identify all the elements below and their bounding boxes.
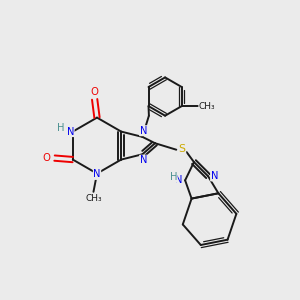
Text: N: N (140, 126, 147, 136)
Text: N: N (93, 169, 101, 179)
Text: S: S (179, 144, 186, 154)
Text: N: N (140, 155, 147, 165)
Text: N: N (211, 171, 218, 181)
Text: O: O (43, 153, 51, 163)
Text: CH₃: CH₃ (199, 102, 216, 111)
Text: N: N (175, 175, 183, 185)
Text: N: N (67, 127, 74, 136)
Text: H: H (57, 123, 64, 133)
Text: O: O (91, 87, 99, 97)
Text: CH₃: CH₃ (85, 194, 102, 203)
Text: H: H (169, 172, 177, 182)
